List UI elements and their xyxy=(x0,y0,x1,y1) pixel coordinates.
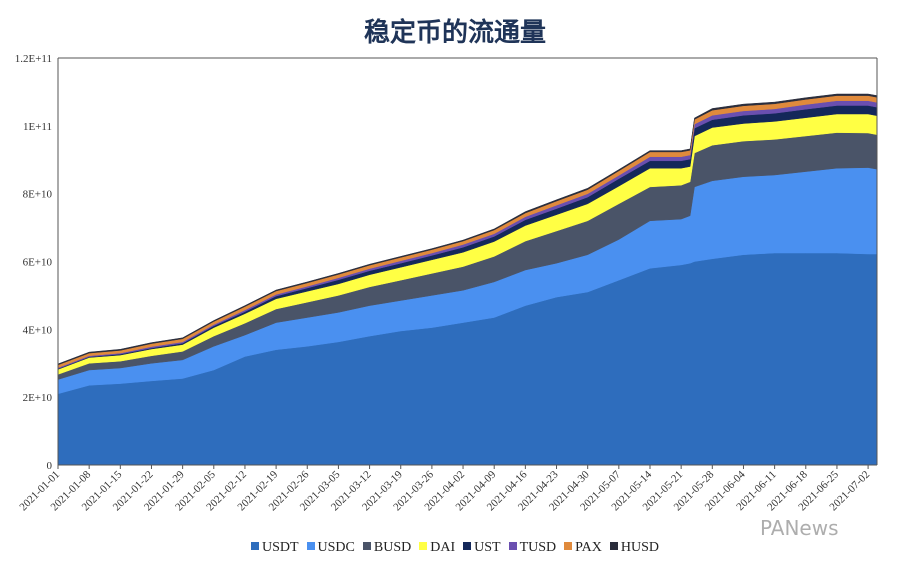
legend-label: HUSD xyxy=(620,540,660,555)
legend-label: USDT xyxy=(261,540,299,555)
legend-swatch xyxy=(508,542,517,550)
legend-item-ust: UST xyxy=(463,540,501,556)
legend-item-usdc: USDC xyxy=(306,540,355,556)
legend-item-tusd: TUSD xyxy=(508,540,557,556)
y-tick-label: 6E+10 xyxy=(23,257,53,269)
legend-label: USDC xyxy=(317,540,355,555)
y-tick-label: 8E+10 xyxy=(23,189,53,201)
legend-swatch xyxy=(250,542,259,550)
legend-swatch xyxy=(306,542,315,550)
legend-item-husd: HUSD xyxy=(609,540,660,556)
y-tick-label: 1E+11 xyxy=(23,121,52,133)
legend-swatch xyxy=(609,542,618,550)
y-tick-label: 1.2E+11 xyxy=(15,53,52,65)
legend-label: UST xyxy=(474,540,501,555)
y-tick-label: 0 xyxy=(47,460,53,472)
legend-swatch xyxy=(419,542,428,550)
y-tick-label: 4E+10 xyxy=(23,324,53,336)
legend-swatch xyxy=(463,542,472,550)
watermark-logo: PANews xyxy=(760,516,839,540)
legend-label: BUSD xyxy=(373,540,412,555)
chart-title: 稳定币的流通量 xyxy=(363,18,546,48)
legend-label: PAX xyxy=(575,540,602,555)
legend-item-usdt: USDT xyxy=(250,540,299,556)
legend-item-busd: BUSD xyxy=(362,540,412,556)
legend-item-dai: DAI xyxy=(419,540,455,556)
legend-swatch xyxy=(564,542,573,550)
legend: USDT USDC BUSD DAI UST TUSD PAX HUSD xyxy=(0,540,910,556)
legend-label: TUSD xyxy=(519,540,557,555)
legend-swatch xyxy=(362,542,371,550)
legend-label: DAI xyxy=(430,540,456,555)
legend-item-pax: PAX xyxy=(564,540,602,556)
y-tick-label: 2E+10 xyxy=(23,392,53,404)
